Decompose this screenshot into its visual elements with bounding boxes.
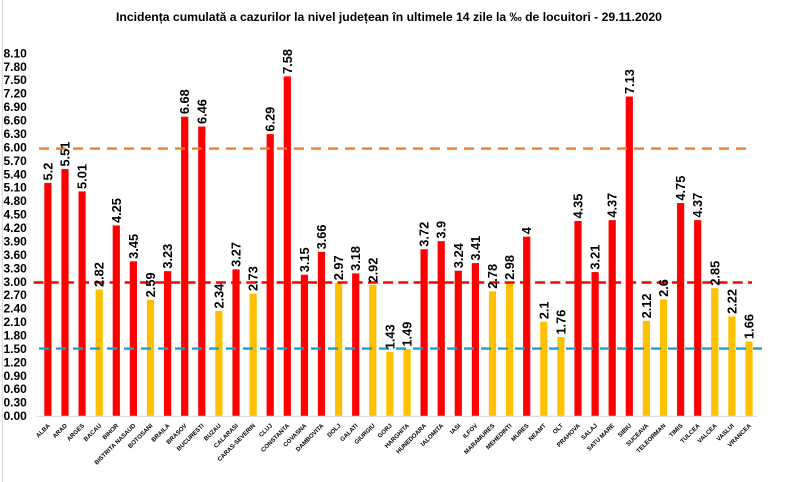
svg-text:0.90: 0.90 bbox=[3, 369, 27, 383]
svg-text:5.10: 5.10 bbox=[3, 181, 27, 195]
svg-text:3.41: 3.41 bbox=[468, 236, 483, 261]
svg-text:3.30: 3.30 bbox=[3, 261, 27, 275]
svg-text:3.90: 3.90 bbox=[3, 235, 27, 249]
svg-text:1.50: 1.50 bbox=[3, 342, 27, 356]
svg-text:2.98: 2.98 bbox=[502, 255, 517, 280]
svg-text:4.37: 4.37 bbox=[605, 193, 620, 218]
svg-text:0.60: 0.60 bbox=[3, 382, 27, 396]
svg-text:3.15: 3.15 bbox=[297, 247, 312, 272]
svg-text:1.20: 1.20 bbox=[3, 355, 27, 369]
svg-text:2.6: 2.6 bbox=[656, 279, 671, 297]
svg-text:3.27: 3.27 bbox=[229, 242, 244, 267]
svg-text:4.20: 4.20 bbox=[3, 221, 27, 235]
svg-text:7.20: 7.20 bbox=[3, 87, 27, 101]
svg-text:3.00: 3.00 bbox=[3, 275, 27, 289]
svg-text:2.92: 2.92 bbox=[365, 258, 380, 283]
svg-text:6.46: 6.46 bbox=[194, 99, 209, 124]
svg-text:4.80: 4.80 bbox=[3, 194, 27, 208]
svg-text:1.80: 1.80 bbox=[3, 329, 27, 343]
svg-text:Incidența cumulată a cazurilor: Incidența cumulată a cazurilor la nivel … bbox=[116, 10, 662, 24]
svg-text:5.70: 5.70 bbox=[3, 154, 27, 168]
svg-text:2.73: 2.73 bbox=[246, 266, 261, 291]
svg-text:1.43: 1.43 bbox=[382, 324, 397, 349]
svg-text:1.76: 1.76 bbox=[553, 310, 568, 335]
svg-text:3.60: 3.60 bbox=[3, 248, 27, 262]
svg-text:3.24: 3.24 bbox=[451, 242, 466, 268]
svg-text:6.60: 6.60 bbox=[3, 114, 27, 128]
svg-text:4.25: 4.25 bbox=[109, 198, 124, 223]
svg-text:2.85: 2.85 bbox=[707, 261, 722, 286]
svg-text:7.50: 7.50 bbox=[3, 73, 27, 87]
svg-text:3.18: 3.18 bbox=[348, 246, 363, 271]
svg-text:0.00: 0.00 bbox=[3, 409, 27, 423]
svg-text:5.40: 5.40 bbox=[3, 167, 27, 181]
svg-text:2.59: 2.59 bbox=[143, 272, 158, 297]
svg-text:2.82: 2.82 bbox=[92, 262, 107, 287]
svg-text:4.75: 4.75 bbox=[673, 176, 688, 201]
svg-text:6.30: 6.30 bbox=[3, 127, 27, 141]
svg-text:4: 4 bbox=[519, 226, 534, 234]
svg-text:2.34: 2.34 bbox=[211, 283, 226, 309]
svg-text:7.13: 7.13 bbox=[622, 69, 637, 94]
svg-text:7.58: 7.58 bbox=[280, 49, 295, 74]
svg-text:2.70: 2.70 bbox=[3, 288, 27, 302]
svg-text:3.66: 3.66 bbox=[314, 224, 329, 249]
svg-text:0.30: 0.30 bbox=[3, 396, 27, 410]
svg-text:5.51: 5.51 bbox=[58, 142, 73, 167]
svg-text:2.12: 2.12 bbox=[639, 293, 654, 318]
svg-text:8.10: 8.10 bbox=[3, 46, 27, 60]
svg-text:2.78: 2.78 bbox=[485, 264, 500, 289]
svg-text:1.66: 1.66 bbox=[742, 314, 757, 339]
svg-text:2.40: 2.40 bbox=[3, 302, 27, 316]
svg-text:3.9: 3.9 bbox=[434, 221, 449, 239]
svg-text:3.45: 3.45 bbox=[126, 234, 141, 259]
svg-text:6.90: 6.90 bbox=[3, 100, 27, 114]
svg-text:3.21: 3.21 bbox=[588, 245, 603, 270]
svg-text:3.72: 3.72 bbox=[417, 222, 432, 247]
svg-text:5.01: 5.01 bbox=[75, 164, 90, 189]
svg-text:2.1: 2.1 bbox=[536, 301, 551, 319]
svg-text:4.35: 4.35 bbox=[571, 194, 586, 219]
svg-text:2.22: 2.22 bbox=[724, 289, 739, 314]
svg-text:6.68: 6.68 bbox=[177, 89, 192, 114]
svg-text:1.49: 1.49 bbox=[400, 322, 415, 347]
svg-text:4.37: 4.37 bbox=[690, 193, 705, 218]
svg-text:4.50: 4.50 bbox=[3, 208, 27, 222]
svg-text:2.97: 2.97 bbox=[331, 255, 346, 280]
svg-text:5.2: 5.2 bbox=[40, 163, 55, 181]
svg-text:7.80: 7.80 bbox=[3, 60, 27, 74]
svg-text:6.00: 6.00 bbox=[3, 140, 27, 154]
svg-text:3.23: 3.23 bbox=[160, 244, 175, 269]
svg-text:6.29: 6.29 bbox=[263, 107, 278, 132]
svg-text:2.10: 2.10 bbox=[3, 315, 27, 329]
